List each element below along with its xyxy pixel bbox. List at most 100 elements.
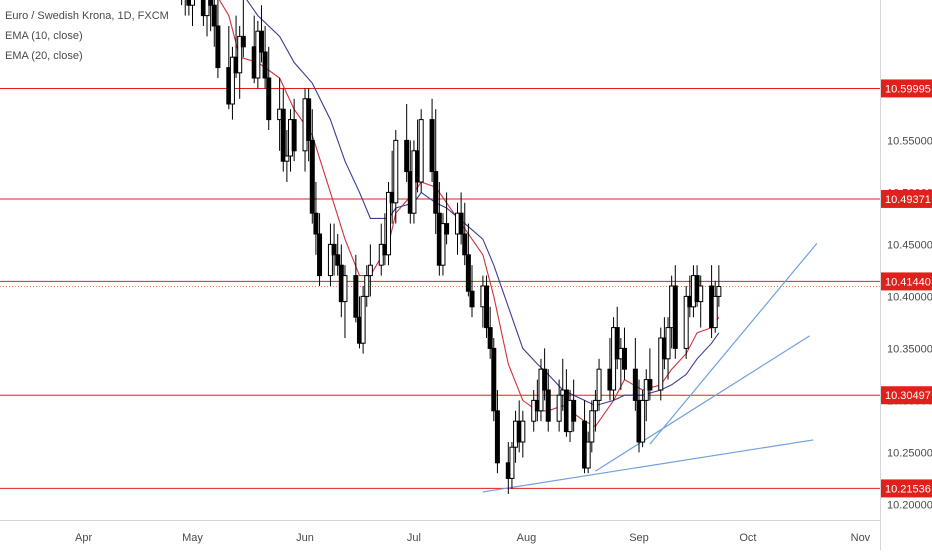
- candle: [255, 20, 261, 89]
- candle-body-up: [364, 275, 370, 297]
- candle: [262, 26, 268, 89]
- price-tick-label: 10.20000: [887, 499, 932, 511]
- candle: [640, 390, 646, 448]
- trendline: [649, 242, 818, 445]
- candle-body-down: [266, 77, 272, 121]
- candle-body-down: [542, 368, 548, 391]
- candle-body-up: [665, 327, 671, 360]
- candle-body-down: [317, 233, 323, 277]
- candle-body-up: [418, 119, 424, 183]
- candle: [545, 369, 551, 432]
- candle: [309, 109, 315, 224]
- candle: [184, 0, 186, 16]
- candle: [364, 265, 370, 307]
- candle: [614, 306, 620, 370]
- candle: [186, 0, 192, 16]
- time-tick-label: Nov: [851, 532, 871, 544]
- candle: [672, 265, 678, 359]
- time-tick-label: Jun: [296, 532, 314, 544]
- candle: [487, 306, 493, 359]
- candle: [698, 275, 704, 328]
- price-tick-label: 10.45000: [887, 239, 932, 251]
- candle-body-up: [716, 286, 722, 297]
- level-label-box: [881, 79, 932, 98]
- candle-body-down: [462, 233, 468, 256]
- level-label-box: [881, 479, 932, 498]
- candle: [229, 46, 235, 120]
- level-label: 10.21536: [885, 483, 931, 495]
- candle: [484, 275, 490, 338]
- candle: [190, 0, 195, 26]
- candle-body-up: [520, 420, 526, 443]
- candle: [291, 98, 297, 162]
- candle-body-down: [647, 379, 653, 391]
- candle: [440, 213, 446, 276]
- candle-body-down: [494, 410, 500, 464]
- level-label-box: [881, 386, 932, 405]
- candle: [208, 0, 214, 32]
- level-label: 10.41440: [885, 276, 931, 288]
- symbol-title: Euro / Swedish Krona, 1D, FXCM: [5, 10, 169, 22]
- candle: [429, 98, 435, 182]
- candle-body-down: [433, 171, 439, 214]
- candle-body-down: [335, 254, 341, 266]
- candle: [317, 213, 323, 286]
- candle: [571, 379, 577, 432]
- candle: [404, 104, 410, 182]
- candle-body-down: [306, 98, 312, 141]
- price-tick-label: 10.25000: [887, 447, 932, 459]
- candle: [585, 431, 591, 474]
- candle: [360, 286, 366, 354]
- candle: [266, 46, 272, 130]
- time-tick-label: Aug: [517, 532, 537, 544]
- candle: [313, 182, 319, 255]
- ema20-legend: EMA (20, close): [5, 50, 83, 62]
- candle: [469, 265, 475, 318]
- candle-body-up: [342, 275, 348, 303]
- candle-body-up: [190, 0, 195, 6]
- candle-body-down: [280, 108, 286, 162]
- chart-legend: Euro / Swedish Krona, 1D, FXCM EMA (10, …: [5, 6, 169, 66]
- candle: [393, 130, 399, 224]
- candle: [589, 400, 595, 453]
- candle-body-up: [229, 56, 235, 105]
- candle-body-down: [309, 139, 315, 214]
- candle-body-down: [208, 0, 214, 6]
- candle-body-up: [589, 410, 595, 443]
- candle: [335, 234, 341, 276]
- candle-body-down: [458, 212, 464, 235]
- ema10-legend: EMA (10, close): [5, 30, 83, 42]
- candle: [353, 254, 359, 323]
- candle: [327, 223, 333, 286]
- candle: [386, 182, 392, 266]
- time-tick-label: Jul: [407, 532, 421, 544]
- candle: [509, 442, 515, 489]
- level-label: 10.59995: [885, 83, 931, 95]
- candle: [491, 338, 497, 422]
- candle-body-up: [585, 441, 591, 469]
- candle: [367, 244, 373, 297]
- candle: [712, 280, 718, 333]
- level-label-box: [881, 189, 932, 208]
- candle-body-down: [429, 119, 435, 173]
- candle: [331, 223, 337, 276]
- candle: [237, 26, 243, 99]
- candle: [433, 109, 439, 234]
- candle: [683, 286, 689, 359]
- time-tick-label: Oct: [739, 532, 756, 544]
- level-label: 10.30497: [885, 390, 931, 402]
- candle: [542, 348, 548, 401]
- candle-body-up: [712, 295, 718, 329]
- candle-body-up: [237, 35, 243, 74]
- candle: [258, 5, 264, 63]
- candle: [716, 265, 722, 307]
- candle: [494, 390, 500, 474]
- candle: [215, 0, 221, 78]
- candle-body-down: [215, 25, 221, 69]
- candle-body-down: [469, 290, 475, 308]
- candle-body-up: [255, 30, 261, 79]
- candle: [284, 130, 290, 182]
- candle-body-up: [596, 368, 602, 401]
